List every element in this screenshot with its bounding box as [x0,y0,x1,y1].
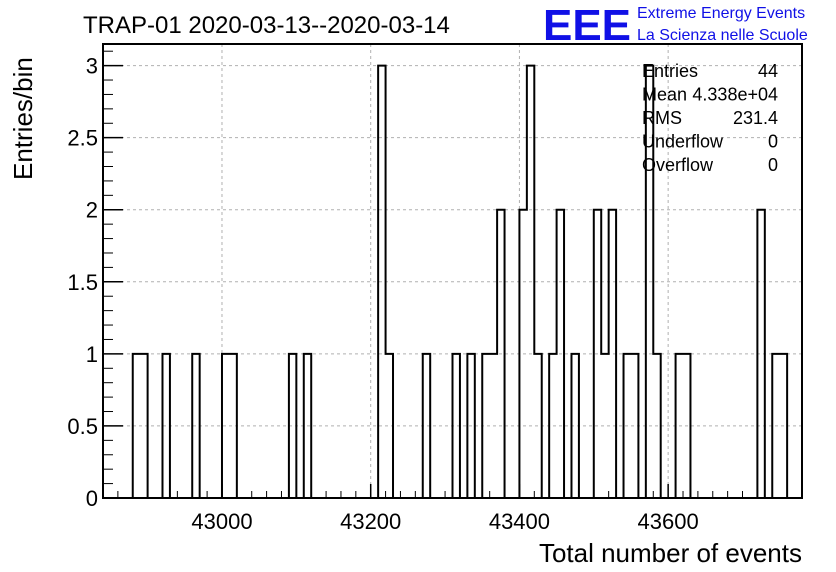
axis-ticks: 43000 43200 43400 43600 0 0.5 1 1.5 2 2.5 3 [67,50,803,534]
stats-value: 0 [768,155,778,175]
stats-value: 4.338e+04 [692,85,778,105]
plot-frame [102,43,803,499]
stats-label: Mean [642,85,687,105]
x-tick-label: 43400 [489,509,550,534]
y-tick-label: 3 [86,54,98,79]
stats-value: 231.4 [733,108,778,128]
stats-value: 0 [768,132,778,152]
stats-box: Entries 44 Mean 4.338e+04 RMS 231.4 Underflow 0… [642,61,778,175]
x-tick-label: 43000 [191,509,252,534]
x-tick-label: 43600 [638,509,699,534]
y-tick-label: 2.5 [67,126,98,151]
eee-logo-mark: EEE [543,1,631,50]
eee-logo: EEE Extreme Energy Events La Scienza nel… [543,1,808,50]
stats-label: Overflow [642,155,714,175]
y-tick-label: 1 [86,342,98,367]
y-tick-label: 1.5 [67,270,98,295]
y-tick-label: 2 [86,198,98,223]
x-axis-title: Total number of events [539,538,802,568]
chart-title: TRAP-01 2020-03-13--2020-03-14 [83,12,450,39]
stats-value: 44 [758,61,778,81]
stats-label: Underflow [642,132,724,152]
x-tick-label: 43200 [340,509,401,534]
logo-line2: La Scienza nelle Scuole [637,27,808,44]
logo-line1: Extreme Energy Events [637,5,805,22]
stats-label: RMS [642,108,682,128]
y-axis-title: Entries/bin [8,57,38,180]
stats-label: Entries [642,61,698,81]
y-tick-label: 0.5 [67,414,98,439]
y-tick-label: 0 [86,486,98,511]
